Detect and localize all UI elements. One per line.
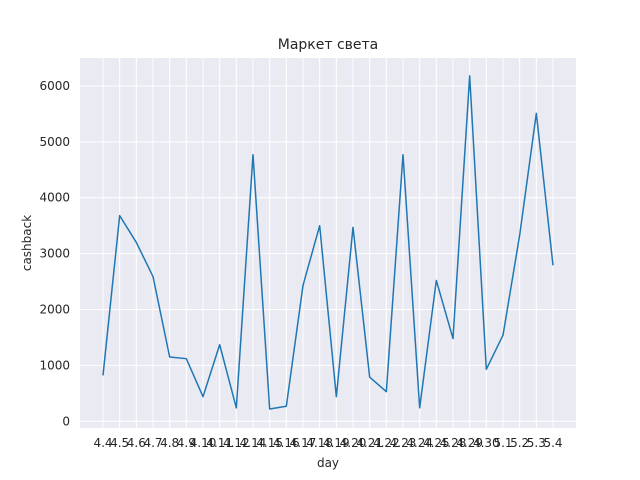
y-tick-label: 6000 (39, 79, 70, 93)
series-line (102, 75, 554, 410)
x-tick-label: 4.14 (240, 436, 267, 450)
y-tick-label: 0 (62, 414, 70, 428)
x-tick-label: 4.29 (456, 436, 483, 450)
plot-background (80, 58, 576, 428)
x-tick-label: 4.24 (406, 436, 433, 450)
x-tick-label: 4.20 (340, 436, 367, 450)
x-tick-label: 4.11 (206, 436, 233, 450)
x-tick-label: 4.17 (290, 436, 317, 450)
grid-lines (80, 58, 576, 428)
x-tick-label: 4.7 (143, 436, 162, 450)
x-tick-label: 4.23 (390, 436, 417, 450)
x-tick-label: 5.3 (527, 436, 546, 450)
x-tick-label: 4.30 (473, 436, 500, 450)
x-tick-label: 4.18 (306, 436, 333, 450)
y-tick-label: 1000 (39, 358, 70, 372)
x-tick-labels: 4.44.54.64.74.84.94.104.114.124.144.154.… (93, 436, 562, 450)
x-tick-label: 4.4 (93, 436, 112, 450)
x-tick-label: 4.12 (223, 436, 250, 450)
y-tick-label: 2000 (39, 303, 70, 317)
y-tick-labels: 0 1000 2000 3000 4000 5000 6000 (39, 79, 70, 428)
x-tick-label: 4.19 (323, 436, 350, 450)
chart-title: Маркет света (278, 37, 379, 53)
y-axis-label: cashback (20, 215, 34, 271)
x-tick-label: 4.5 (110, 436, 129, 450)
y-tick-label: 3000 (39, 247, 70, 261)
y-tick-label: 4000 (39, 191, 70, 205)
x-tick-label: 5.1 (493, 436, 512, 450)
x-tick-label: 4.22 (373, 436, 400, 450)
x-tick-label: 4.21 (356, 436, 383, 450)
x-tick-label: 4.9 (177, 436, 196, 450)
x-tick-label: 4.15 (256, 436, 283, 450)
y-tick-label: 5000 (39, 135, 70, 149)
x-tick-label: 4.6 (127, 436, 146, 450)
x-tick-label: 4.8 (160, 436, 179, 450)
x-tick-label: 4.28 (440, 436, 467, 450)
x-tick-label: 4.10 (190, 436, 217, 450)
x-tick-label: 5.4 (543, 436, 562, 450)
x-tick-label: 4.25 (423, 436, 450, 450)
x-tick-label: 4.16 (273, 436, 300, 450)
x-axis-label: day (317, 456, 339, 470)
x-tick-label: 5.2 (510, 436, 529, 450)
